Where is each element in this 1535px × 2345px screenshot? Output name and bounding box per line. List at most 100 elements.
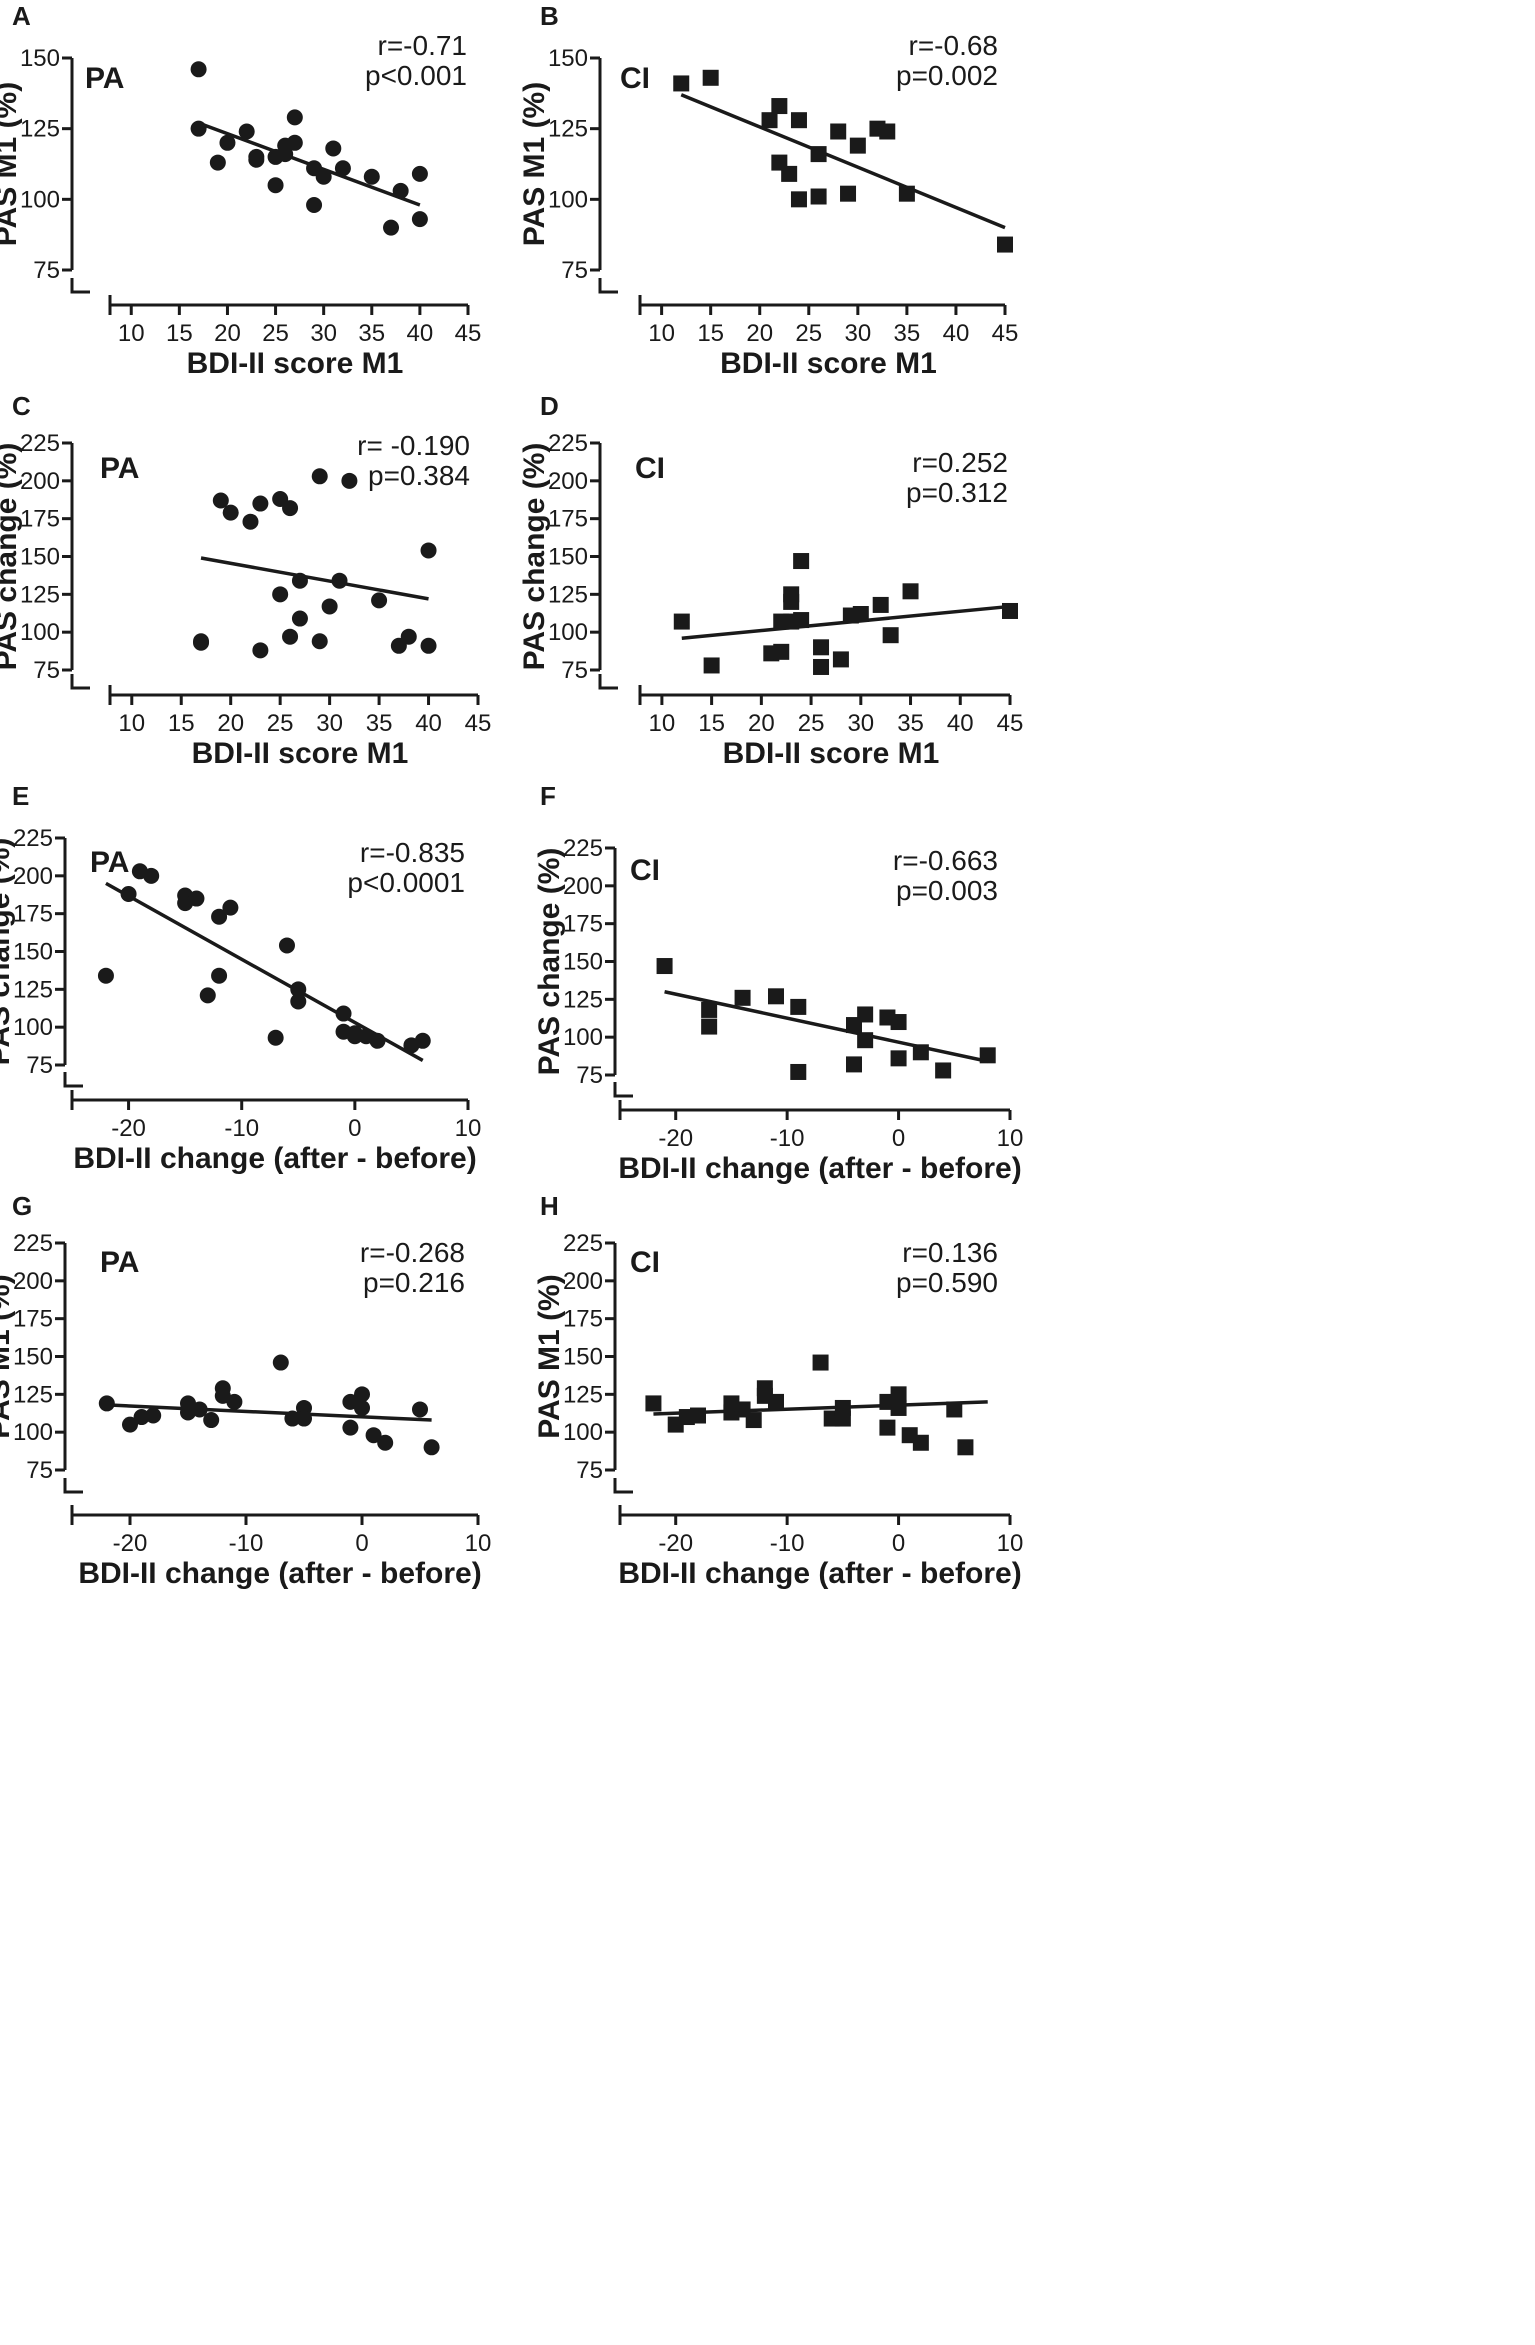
x-tick-label: 20 <box>217 710 244 737</box>
x-tick-label: 30 <box>844 320 871 347</box>
data-point <box>790 112 807 129</box>
x-axis: -20 -10 0 10 <box>618 1505 1024 1557</box>
x-tick-label: 45 <box>465 710 492 737</box>
y-tick-label: 200 <box>13 863 53 890</box>
data-point <box>1002 602 1018 619</box>
data-point <box>935 1062 952 1079</box>
x-axis: 10 15 20 25 30 35 40 45 <box>108 295 482 347</box>
panel-letter: F <box>540 781 556 811</box>
x-axis: -20 -10 0 10 <box>618 1100 1023 1152</box>
p-value: p<0.0001 <box>347 867 465 898</box>
data-point <box>857 1032 874 1049</box>
data-point <box>857 1006 874 1023</box>
x-tick-label: -10 <box>224 1115 259 1142</box>
y-tick-label: 175 <box>20 506 60 533</box>
x-axis: -20 -10 0 10 <box>70 1505 491 1557</box>
y-axis: 75 100 125 150 175 200 225 <box>13 825 83 1088</box>
y-tick-label: 100 <box>20 619 60 646</box>
data-point <box>902 583 919 600</box>
correlation-r: r=-0.268 <box>360 1237 465 1268</box>
y-tick-label: 100 <box>548 186 588 213</box>
x-tick-label: 25 <box>795 320 822 347</box>
data-point <box>890 1386 907 1403</box>
x-tick-label: -20 <box>658 1125 693 1152</box>
panel-letter: A <box>12 1 31 31</box>
y-tick-label: 150 <box>20 45 60 72</box>
data-point <box>354 1399 370 1416</box>
data-point <box>890 1399 907 1416</box>
x-axis-title: BDI-II score M1 <box>723 737 940 770</box>
data-point <box>879 1419 896 1436</box>
data-point <box>191 1401 208 1418</box>
data-point <box>849 137 866 154</box>
data-point <box>912 1434 929 1451</box>
y-axis-title: PAS M1 (%) <box>0 1274 16 1438</box>
x-tick-label: 20 <box>748 710 775 737</box>
x-tick-label: 40 <box>407 320 434 347</box>
data-point <box>383 219 400 236</box>
data-point <box>272 586 289 603</box>
y-axis: 75 100 125 150 175 200 225 <box>563 835 633 1098</box>
panel-b: B 75 100 125 150 10 15 20 25 30 35 40 45 BDI-II score… <box>518 1 1018 380</box>
correlation-r: r=0.136 <box>902 1237 998 1268</box>
regression-line <box>653 1400 988 1416</box>
y-tick-label: 175 <box>13 1306 53 1333</box>
x-tick-label: 35 <box>366 710 393 737</box>
group-label: CI <box>630 854 660 887</box>
data-point <box>420 637 437 654</box>
x-axis-title: BDI-II score M1 <box>192 737 409 770</box>
y-tick-label: 75 <box>561 257 588 284</box>
data-point <box>199 987 216 1004</box>
data-point <box>342 1419 359 1436</box>
data-point <box>781 165 798 182</box>
data-point <box>212 492 229 509</box>
y-tick-label: 200 <box>563 1268 603 1295</box>
data-point <box>898 185 915 202</box>
data-point <box>267 177 284 194</box>
y-tick-label: 150 <box>563 1344 603 1371</box>
x-tick-label: 10 <box>118 710 145 737</box>
data-point <box>790 1063 807 1080</box>
y-axis: 75 100 125 150 <box>548 45 618 294</box>
y-tick-label: 150 <box>563 949 603 976</box>
x-tick-label: 35 <box>897 710 924 737</box>
data-point <box>226 1393 243 1410</box>
y-axis-title: PAS change (%) <box>533 848 566 1076</box>
y-tick-label: 100 <box>13 1014 53 1041</box>
p-value: p=0.003 <box>896 875 998 906</box>
x-tick-label: 15 <box>697 320 724 347</box>
y-tick-label: 100 <box>20 186 60 213</box>
correlation-r: r=0.252 <box>912 447 1008 478</box>
y-tick-label: 150 <box>13 1344 53 1371</box>
data-point <box>790 191 807 208</box>
data-point <box>334 160 351 177</box>
y-axis: 75 100 125 150 175 200 225 <box>13 1230 83 1494</box>
data-point <box>315 168 332 185</box>
data-point <box>813 639 830 656</box>
data-point <box>190 120 207 137</box>
regression-line <box>200 556 429 601</box>
data-point <box>840 185 857 202</box>
data-point <box>773 643 790 660</box>
group-label: CI <box>630 1246 660 1279</box>
data-point <box>248 151 265 168</box>
y-tick-label: 175 <box>563 1306 603 1333</box>
data-point <box>793 553 810 570</box>
group-label: PA <box>85 62 124 95</box>
data-point <box>286 134 303 151</box>
data-point <box>701 1001 718 1018</box>
x-tick-label: 45 <box>455 320 482 347</box>
x-tick-label: 0 <box>355 1530 368 1557</box>
correlation-r: r=-0.68 <box>909 30 999 61</box>
y-tick-label: 75 <box>576 1062 603 1089</box>
x-tick-label: 30 <box>310 320 337 347</box>
y-tick-label: 125 <box>548 116 588 143</box>
y-axis: 75 100 125 150 <box>20 45 90 294</box>
data-point <box>761 112 778 129</box>
y-tick-label: 125 <box>548 581 588 608</box>
x-tick-label: 10 <box>997 1530 1024 1557</box>
y-tick-label: 100 <box>548 619 588 646</box>
x-axis-title: BDI-II change (after - before) <box>73 1142 476 1175</box>
